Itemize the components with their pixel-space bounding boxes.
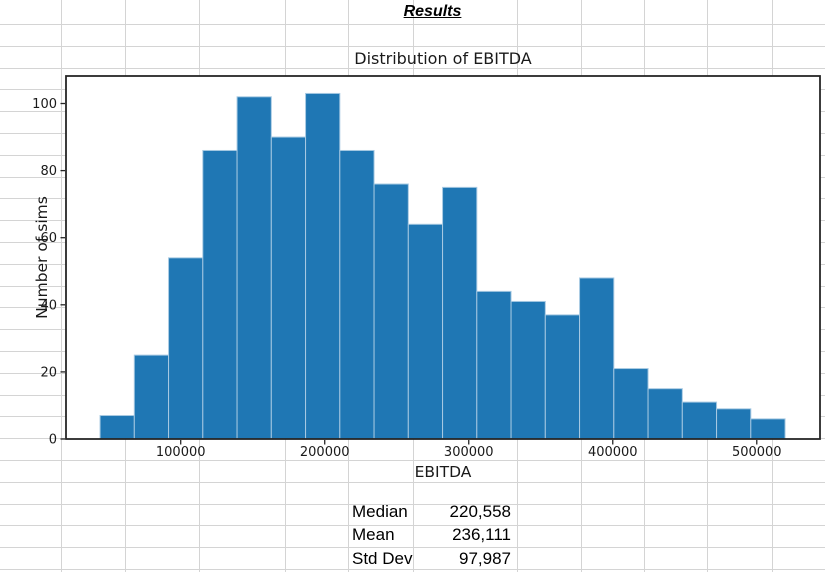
stddev-label: Std Dev <box>352 548 413 568</box>
y-tick-label: 80 <box>40 164 57 179</box>
results-title: Results <box>403 2 462 20</box>
chart-title: Distribution of EBITDA <box>354 49 532 68</box>
grid-row-line <box>0 68 825 69</box>
histogram-bar <box>442 186 478 440</box>
histogram-bar <box>236 96 272 440</box>
histogram-bar <box>99 415 135 440</box>
x-tick-label: 400000 <box>588 445 638 460</box>
x-axis-label: EBITDA <box>415 463 472 481</box>
histogram-bar <box>168 257 204 440</box>
histogram-bar <box>510 300 546 440</box>
stddev-value: 97,987 <box>459 548 511 568</box>
grid-row-line <box>0 525 825 526</box>
histogram-bar <box>647 388 683 440</box>
histogram-bar <box>305 92 341 440</box>
grid-row-line <box>0 46 825 47</box>
grid-row-line <box>0 460 825 461</box>
y-tick-label: 60 <box>40 231 57 246</box>
mean-value: 236,111 <box>452 524 511 544</box>
grid-row-line <box>0 482 825 483</box>
y-tick-label: 100 <box>32 97 57 112</box>
histogram-bar <box>407 223 444 440</box>
histogram-bar <box>202 149 238 440</box>
y-tick-label: 40 <box>40 298 57 313</box>
x-tick-label: 500000 <box>732 445 782 460</box>
median-value: 220,558 <box>449 501 511 521</box>
x-tick-label: 300000 <box>444 445 494 460</box>
histogram-bar <box>544 314 581 440</box>
histogram-bar <box>716 408 752 440</box>
histogram-bar <box>750 418 786 440</box>
y-axis-label: Number of sims <box>33 196 51 319</box>
x-tick-label: 100000 <box>156 445 206 460</box>
y-tick-label: 20 <box>40 365 57 380</box>
histogram-bar <box>339 149 375 440</box>
histogram-bar <box>681 401 718 440</box>
histogram-bar <box>133 354 170 440</box>
grid-row-line <box>0 569 825 570</box>
plot-border <box>65 75 821 440</box>
histogram-bar <box>579 277 615 440</box>
y-tick-label: 0 <box>49 433 57 448</box>
median-label: Median <box>352 501 408 521</box>
histogram-bar <box>476 290 512 440</box>
mean-label: Mean <box>352 524 395 544</box>
x-tick-label: 200000 <box>300 445 350 460</box>
stat-row-mean: Mean 236,111 <box>348 523 513 546</box>
grid-row-line <box>0 547 825 548</box>
histogram-bar <box>613 368 649 440</box>
histogram-bar <box>270 136 307 440</box>
grid-row-line <box>0 24 825 25</box>
stat-row-median: Median 220,558 <box>348 500 513 523</box>
histogram-bar <box>373 183 409 440</box>
stat-row-stddev: Std Dev 97,987 <box>348 547 513 570</box>
grid-row-line <box>0 504 825 505</box>
